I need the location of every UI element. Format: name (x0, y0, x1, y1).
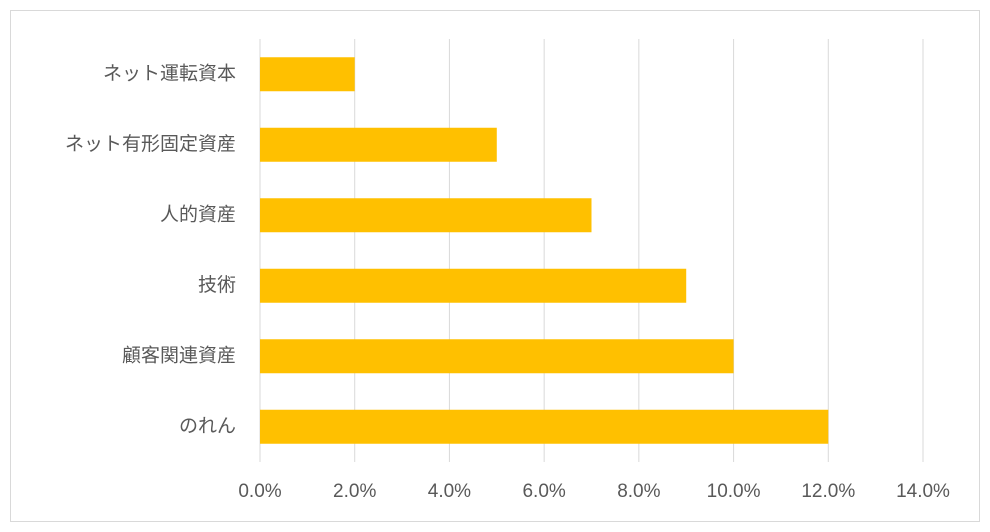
bar (260, 268, 687, 303)
bar (260, 409, 829, 444)
y-tick-label: ネット有形固定資産 (65, 133, 236, 155)
x-tick-label: 12.0% (801, 481, 855, 502)
y-tick-label: 人的資産 (160, 203, 236, 225)
x-tick-label: 14.0% (896, 481, 950, 502)
y-tick-label: ネット運転資本 (103, 62, 236, 84)
x-tick-label: 0.0% (238, 481, 281, 502)
y-tick-label: のれん (179, 416, 236, 437)
bar (260, 198, 592, 233)
x-tick-label: 10.0% (707, 481, 761, 502)
y-tick-label: 顧客関連資産 (122, 344, 236, 366)
x-tick-label: 6.0% (522, 481, 565, 502)
bar (260, 339, 734, 374)
bar (260, 57, 355, 92)
chart-border (10, 10, 980, 522)
y-tick-label: 技術 (198, 274, 236, 296)
x-tick-label: 8.0% (617, 481, 660, 502)
bar (260, 127, 497, 162)
x-tick-label: 2.0% (333, 481, 376, 502)
x-tick-label: 4.0% (428, 481, 471, 502)
